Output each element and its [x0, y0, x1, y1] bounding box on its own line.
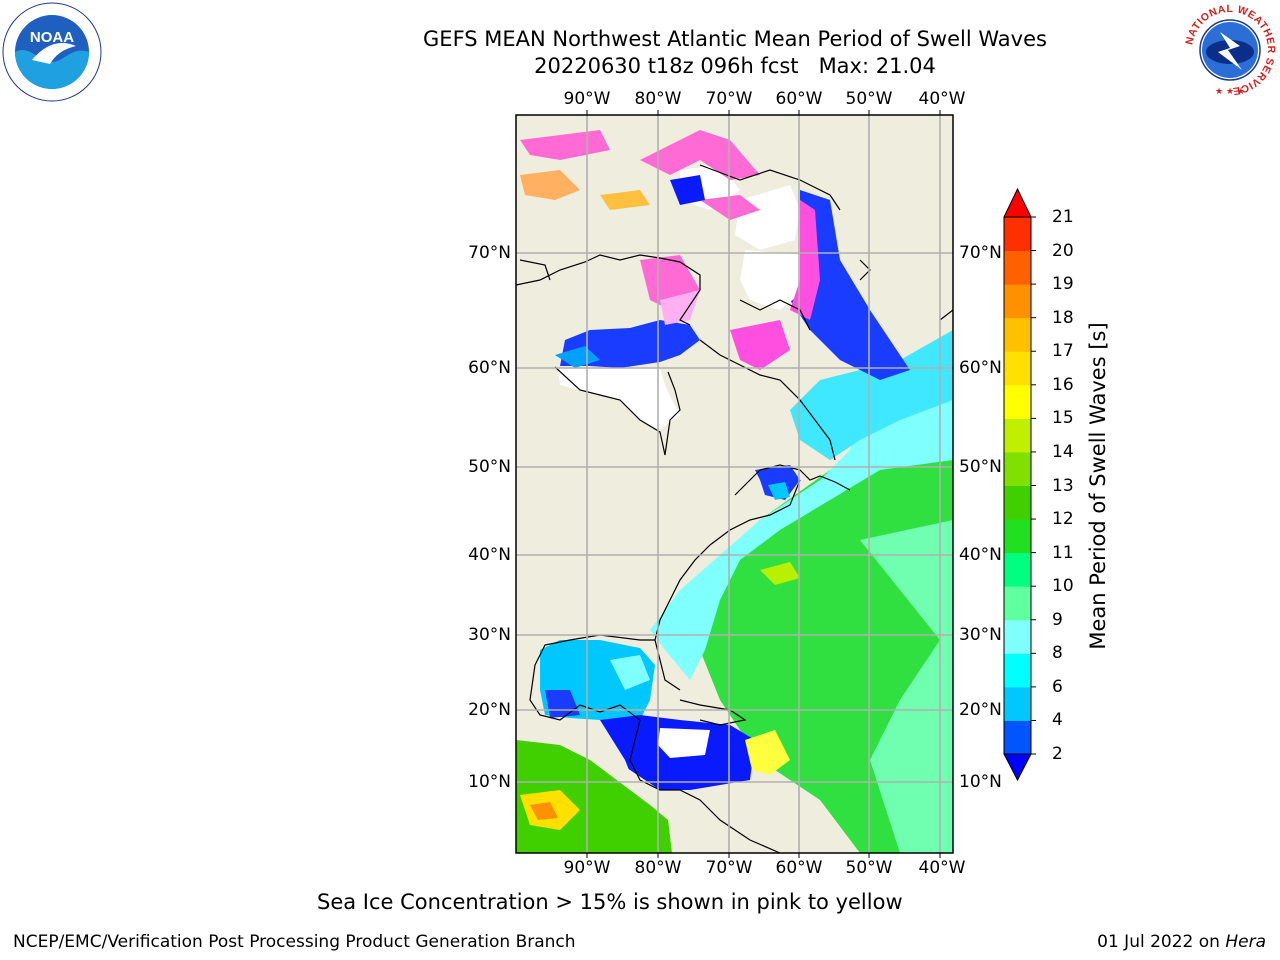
colorbar-tick-label: 2 — [1052, 744, 1063, 764]
lon-label-top: 50°W — [845, 89, 893, 109]
map-frame — [515, 114, 954, 854]
colorbar-min-extend — [1003, 753, 1032, 782]
lat-label-left: 40°N — [468, 545, 511, 565]
colorbar-segment — [1004, 317, 1031, 352]
colorbar-tick-label: 9 — [1052, 609, 1063, 630]
colorbar-segment — [1004, 619, 1031, 654]
gridlines — [516, 115, 953, 853]
coastlines — [516, 164, 953, 853]
lon-label-bottom: 90°W — [563, 858, 611, 878]
lon-label-bottom: 70°W — [705, 858, 753, 878]
colorbar-segment — [1004, 653, 1031, 688]
lon-label-top: 80°W — [634, 89, 682, 109]
lon-label-top: 40°W — [918, 89, 966, 109]
colorbar-segment — [1004, 418, 1031, 453]
colorbar-segment — [1004, 686, 1031, 721]
colorbar-max-extend — [1003, 187, 1032, 218]
lat-label-left: 30°N — [468, 625, 511, 645]
lon-label-bottom: 50°W — [845, 858, 893, 878]
chart-title: GEFS MEAN Northwest Atlantic Mean Period… — [340, 26, 1130, 80]
colorbar-segment — [1004, 284, 1031, 319]
noaa-logo-text: NOAA — [30, 29, 74, 46]
colorbar-tick-label: 19 — [1052, 274, 1074, 295]
lon-label-top: 90°W — [563, 89, 611, 109]
colorbar-label: Mean Period of Swell Waves [s] — [1086, 322, 1110, 650]
colorbar-segment — [1004, 586, 1031, 621]
lon-label-top: 60°W — [775, 89, 823, 109]
colorbar-segment — [1004, 384, 1031, 419]
lat-label-left: 60°N — [468, 358, 511, 378]
colorbar-tick-label: 8 — [1052, 643, 1063, 664]
colorbar-tick-label: 11 — [1052, 542, 1074, 563]
colorbar-ticks — [1031, 216, 1036, 755]
colorbar-segment — [1004, 250, 1031, 285]
lat-label-left: 70°N — [468, 243, 511, 263]
lat-label-right: 40°N — [959, 545, 1002, 565]
title-line-1: GEFS MEAN Northwest Atlantic Mean Period… — [423, 27, 1047, 51]
colorbar-tick-label: 10 — [1052, 576, 1074, 597]
colorbar — [1003, 187, 1032, 782]
lon-label-bottom: 40°W — [918, 858, 966, 878]
colorbar-tick-label: 21 — [1052, 207, 1074, 227]
lat-label-left: 50°N — [468, 457, 511, 477]
colorbar-tick-label: 14 — [1052, 441, 1074, 462]
lat-label-left: 10°N — [468, 772, 511, 792]
colorbar-segment — [1004, 485, 1031, 520]
colorbar-tick-label: 4 — [1052, 710, 1063, 731]
map-area — [516, 115, 953, 853]
noaa-logo: NOAA — [2, 2, 102, 102]
colorbar-tick-label: 17 — [1052, 341, 1074, 362]
footer-date: 01 Jul 2022 on Hera — [1097, 932, 1266, 952]
lat-label-right: 20°N — [959, 700, 1002, 720]
lat-label-right: 70°N — [959, 243, 1002, 263]
lon-label-bottom: 80°W — [634, 858, 682, 878]
title-line-2: 20220630 t18z 096h fcst Max: 21.04 — [534, 54, 936, 78]
footer-credit: NCEP/EMC/Verification Post Processing Pr… — [13, 932, 576, 952]
colorbar-tick-label: 16 — [1052, 374, 1074, 395]
colorbar-tick-label: 18 — [1052, 307, 1074, 328]
svg-text:★ ★ ★: ★ ★ ★ — [1215, 87, 1245, 97]
colorbar-segment — [1004, 552, 1031, 587]
footer-host: Hera — [1225, 932, 1266, 952]
colorbar-tick-label: 6 — [1052, 676, 1063, 697]
lon-label-top: 70°W — [705, 89, 753, 109]
sea-ice-note: Sea Ice Concentration > 15% is shown in … — [317, 890, 903, 914]
lat-label-right: 60°N — [959, 358, 1002, 378]
colorbar-tick-label: 20 — [1052, 240, 1074, 261]
colorbar-tick-label: 13 — [1052, 475, 1074, 496]
lat-label-right: 50°N — [959, 457, 1002, 477]
lat-label-left: 20°N — [468, 700, 511, 720]
colorbar-segment — [1004, 217, 1031, 252]
lon-label-bottom: 60°W — [775, 858, 823, 878]
colorbar-segment — [1004, 351, 1031, 386]
nws-logo: NATIONAL WEATHER SERVICE ★ ★ ★ — [1181, 1, 1279, 99]
colorbar-segment — [1004, 451, 1031, 486]
lat-label-right: 30°N — [959, 625, 1002, 645]
map-ticks — [586, 110, 941, 858]
colorbar-tick-label: 15 — [1052, 408, 1074, 429]
footer-date-text: 01 Jul 2022 on — [1097, 932, 1226, 952]
colorbar-tick-label: 12 — [1052, 509, 1074, 530]
lat-label-right: 10°N — [959, 772, 1002, 792]
colorbar-segment — [1004, 720, 1031, 755]
colorbar-segment — [1004, 519, 1031, 554]
